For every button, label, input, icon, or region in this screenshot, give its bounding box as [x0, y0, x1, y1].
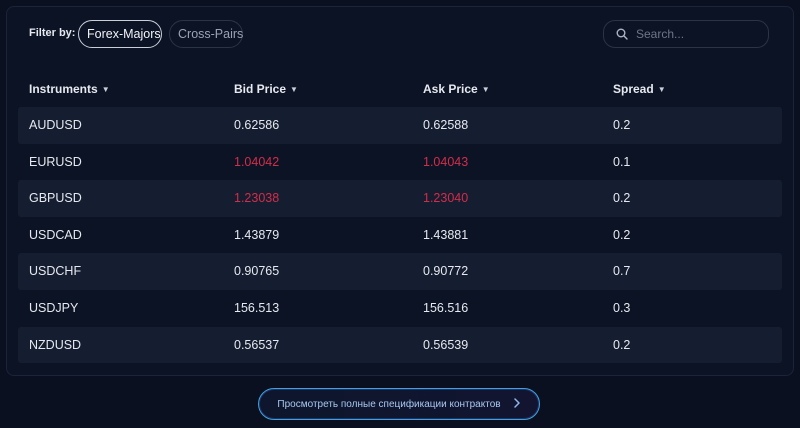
- ask-price-cell: 0.56539: [423, 337, 469, 352]
- ask-price-cell: 1.23040: [423, 191, 469, 206]
- view-contract-specs-button[interactable]: Просмотреть полные спецификации контракт…: [258, 388, 540, 420]
- ask-price-cell: 0.62588: [423, 118, 469, 132]
- instruments-panel: Filter by: Forex-Majors Cross-Pairs Inst…: [6, 6, 794, 376]
- column-header-label: Instruments: [29, 82, 98, 96]
- spread-cell: 0.2: [613, 191, 631, 206]
- spread-cell: 0.2: [613, 337, 631, 352]
- column-header-label: Ask Price: [423, 82, 478, 96]
- spread-cell: 0.7: [613, 264, 631, 279]
- table-row[interactable]: GBPUSD 1.23038 1.23040 0.2: [18, 180, 782, 217]
- column-header-label: Spread: [613, 82, 654, 96]
- bid-price-cell: 0.90765: [234, 264, 280, 279]
- table-row[interactable]: USDCHF 0.90765 0.90772 0.7: [18, 253, 782, 290]
- spread-cell: 0.2: [613, 227, 631, 242]
- filter-chip-cross-pairs[interactable]: Cross-Pairs: [169, 20, 243, 48]
- caret-down-icon: ▼: [101, 85, 110, 94]
- instrument-cell: EURUSD: [29, 154, 82, 169]
- instrument-cell: GBPUSD: [29, 191, 82, 206]
- ask-price-cell: 1.43881: [423, 227, 469, 242]
- instrument-cell: NZDUSD: [29, 337, 82, 352]
- table-row[interactable]: EURUSD 1.04042 1.04043 0.1: [18, 144, 782, 181]
- bid-price-cell: 1.04042: [234, 154, 280, 169]
- caret-down-icon: ▼: [657, 85, 666, 94]
- column-header-bid-price[interactable]: Bid Price ▼: [234, 82, 298, 96]
- table-row[interactable]: AUDUSD 0.62586 0.62588 0.2: [18, 107, 782, 144]
- ask-price-cell: 1.04043: [423, 154, 469, 169]
- caret-down-icon: ▼: [481, 85, 490, 94]
- cta-label: Просмотреть полные спецификации контракт…: [277, 398, 501, 410]
- table-row[interactable]: USDCAD 1.43879 1.43881 0.2: [18, 217, 782, 254]
- column-header-ask-price[interactable]: Ask Price ▼: [423, 82, 490, 96]
- bid-price-cell: 156.513: [234, 300, 280, 315]
- filter-chip-forex-majors[interactable]: Forex-Majors: [78, 20, 162, 48]
- search-icon: [616, 28, 628, 40]
- ask-price-cell: 156.516: [423, 300, 469, 315]
- spread-cell: 0.1: [613, 154, 631, 169]
- instrument-cell: USDCAD: [29, 227, 82, 242]
- table-header: Instruments ▼ Bid Price ▼ Ask Price ▼ Sprea…: [18, 71, 782, 107]
- bid-price-cell: 1.43879: [234, 227, 280, 242]
- column-header-label: Bid Price: [234, 82, 287, 96]
- column-header-spread[interactable]: Spread ▼: [613, 82, 666, 96]
- filter-label: Filter by:: [29, 27, 76, 39]
- table-row[interactable]: NZDUSD 0.56537 0.56539 0.2: [18, 326, 782, 364]
- bid-price-cell: 1.23038: [234, 191, 280, 206]
- instrument-cell: USDCHF: [29, 264, 82, 279]
- chevron-right-icon: [513, 397, 521, 411]
- bid-price-cell: 0.56537: [234, 337, 280, 352]
- search-input[interactable]: [636, 27, 756, 41]
- filter-bar: Filter by: Forex-Majors Cross-Pairs: [7, 7, 793, 59]
- instrument-cell: USDJPY: [29, 300, 79, 315]
- instruments-table: Instruments ▼ Bid Price ▼ Ask Price ▼ Sprea…: [18, 71, 782, 364]
- spread-cell: 0.3: [613, 300, 631, 315]
- spread-cell: 0.2: [613, 118, 631, 132]
- caret-down-icon: ▼: [290, 85, 298, 94]
- table-row[interactable]: USDJPY 156.513 156.516 0.3: [18, 290, 782, 327]
- column-header-instruments[interactable]: Instruments ▼: [29, 82, 110, 96]
- bid-price-cell: 0.62586: [234, 118, 280, 132]
- instrument-cell: AUDUSD: [29, 118, 82, 132]
- search-box[interactable]: [603, 20, 769, 48]
- ask-price-cell: 0.90772: [423, 264, 469, 279]
